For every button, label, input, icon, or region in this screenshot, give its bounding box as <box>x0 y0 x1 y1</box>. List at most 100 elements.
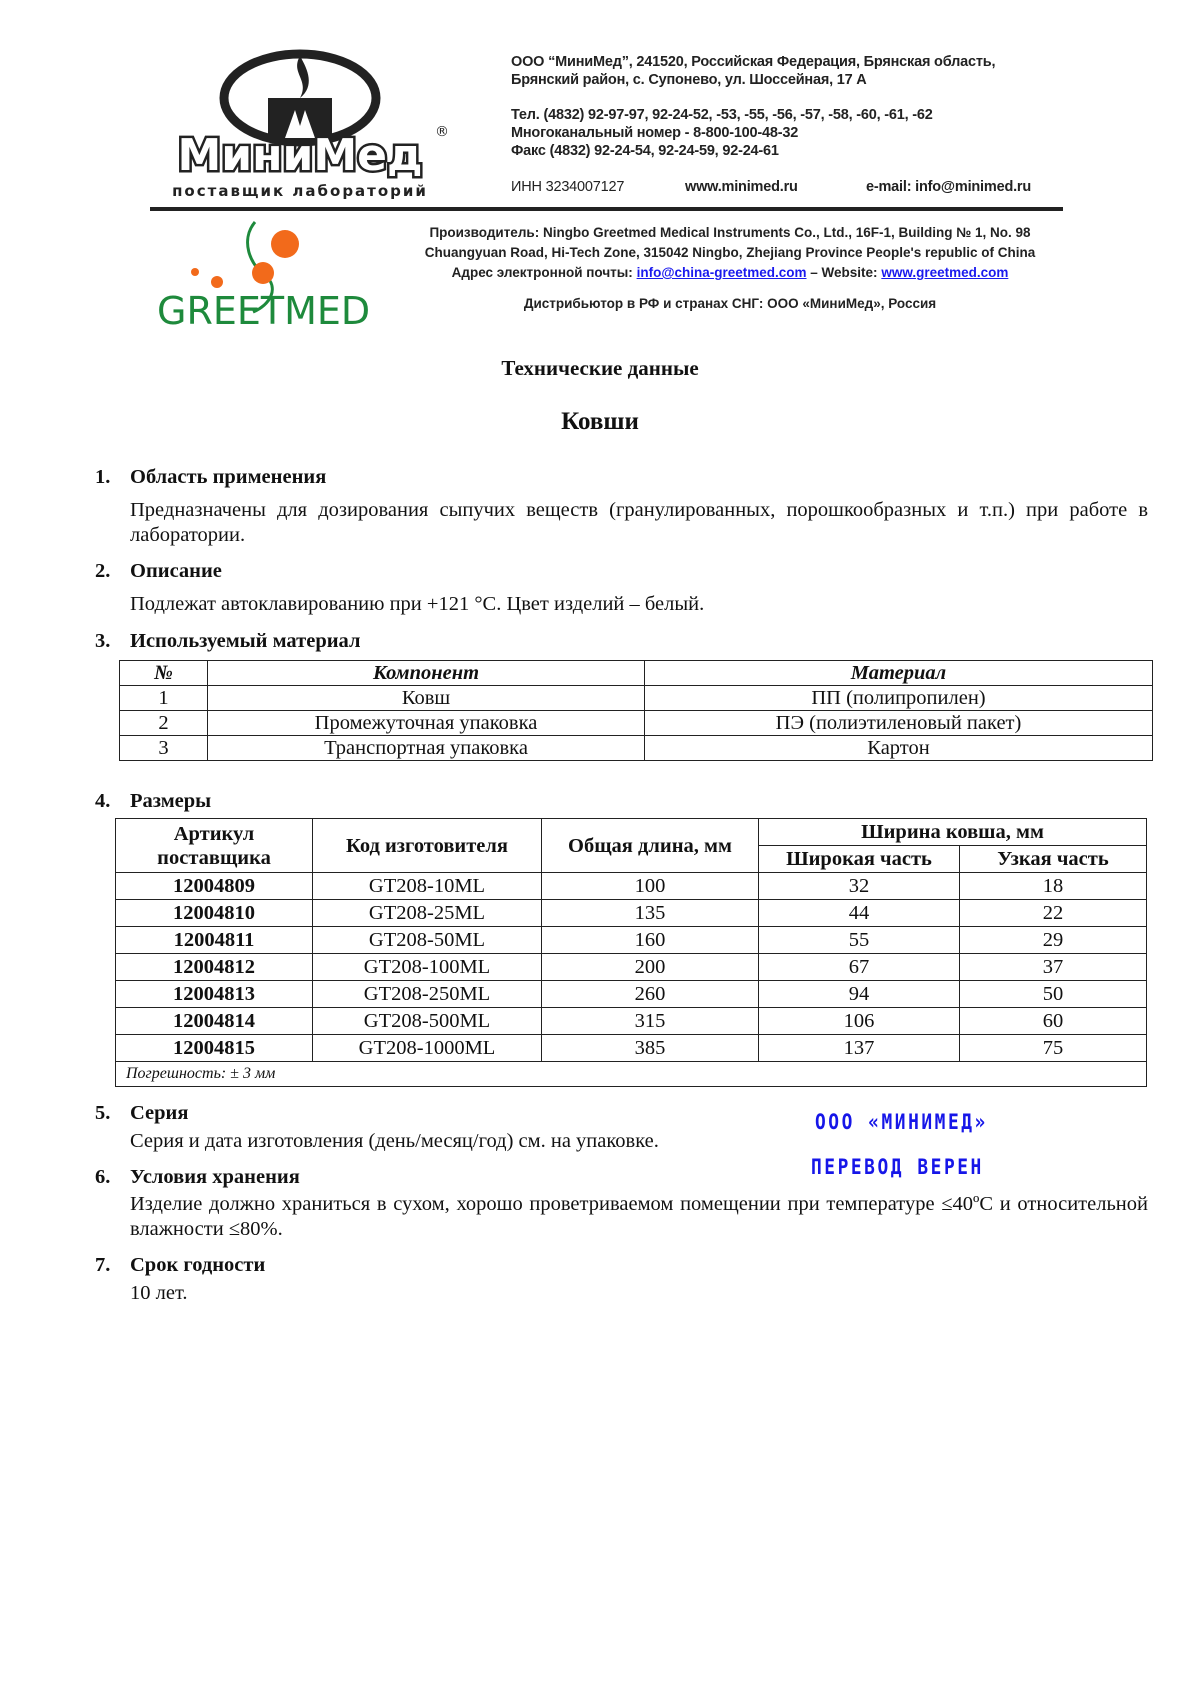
distributor: Дистрибьютор в РФ и странах СНГ: ООО «Ми… <box>523 296 937 311</box>
column-header-article: Артикул поставщика <box>115 818 313 873</box>
narrow-cell: 29 <box>959 926 1147 954</box>
cell: Ковш <box>207 685 645 711</box>
cell: Картон <box>644 735 1153 761</box>
length-cell: 385 <box>541 1034 759 1062</box>
section-text: Серия и дата изготовления (день/месяц/го… <box>130 1130 659 1152</box>
phone-line: Многоканальный номер - 8-800-100-48-32 <box>511 125 799 141</box>
wide-cell: 55 <box>758 926 960 954</box>
section-number: 3. <box>95 630 111 652</box>
wide-cell: 44 <box>758 899 960 927</box>
code-cell: GT208-250ML <box>312 980 542 1008</box>
table-row: 12004809 GT208-10ML 100 32 18 <box>115 872 1147 900</box>
code-cell: GT208-500ML <box>312 1007 542 1035</box>
section-text: 10 лет. <box>130 1282 188 1304</box>
section-number: 4. <box>95 790 111 812</box>
email-label: Адрес электронной почты: <box>451 265 633 280</box>
table-row: 12004814 GT208-500ML 315 106 60 <box>115 1007 1147 1035</box>
cell: ПП (полипропилен) <box>644 685 1153 711</box>
code-cell: GT208-50ML <box>312 926 542 954</box>
section-heading: 7. Срок годности <box>95 1254 265 1277</box>
cell: 2 <box>119 710 208 736</box>
tolerance-note: Погрешность: ± 3 мм <box>115 1061 1147 1087</box>
narrow-cell: 60 <box>959 1007 1147 1035</box>
table-row: 12004812 GT208-100ML 200 67 37 <box>115 953 1147 981</box>
section-number: 1. <box>95 466 111 488</box>
doc-subtitle: Технические данные <box>501 356 699 380</box>
table-row: 3 Транспортная упаковка Картон <box>119 735 1153 761</box>
code-cell: GT208-25ML <box>312 899 542 927</box>
section-title: Срок годности <box>130 1254 266 1276</box>
narrow-cell: 50 <box>959 980 1147 1008</box>
svg-text:®: ® <box>435 124 449 140</box>
column-header: № <box>119 660 208 686</box>
section-number: 7. <box>95 1254 111 1276</box>
table-header-row: № Компонент Материал <box>119 660 1153 686</box>
column-header: Материал <box>644 660 1153 686</box>
table-row: 12004810 GT208-25ML 135 44 22 <box>115 899 1147 927</box>
minimed-logo: МиниМед ® поставщик лабораторий <box>150 48 450 203</box>
section-number: 5. <box>95 1102 111 1124</box>
website-label: – Website: <box>810 265 878 280</box>
materials-table: № Компонент Материал 1 Ковш ПП (полипропил… <box>119 660 1153 761</box>
section-heading: 5. Серия <box>95 1102 188 1125</box>
website-link[interactable]: www.minimed.ru <box>685 179 798 195</box>
manufacturer-website-link[interactable]: www.greetmed.com <box>881 265 1009 280</box>
cell: ПЭ (полиэтиленовый пакет) <box>644 710 1153 736</box>
section-number: 2. <box>95 560 111 582</box>
manufacturer-contacts: Адрес электронной почты: info@china-gree… <box>400 263 1060 283</box>
stamp-line: ПЕРЕВОД ВЕРЕН <box>811 1155 984 1179</box>
table-row: 12004815 GT208-1000ML 385 137 75 <box>115 1034 1147 1062</box>
cell: Транспортная упаковка <box>207 735 645 761</box>
table-row: 12004811 GT208-50ML 160 55 29 <box>115 926 1147 954</box>
section-title: Область применения <box>130 466 327 488</box>
inn: ИНН 3234007127 <box>511 179 625 195</box>
table-header-row: Артикул поставщика Код изготовителя Обща… <box>115 818 1147 873</box>
manufacturer-line: Производитель: Ningbo Greetmed Medical I… <box>429 225 1031 240</box>
wide-cell: 32 <box>758 872 960 900</box>
length-cell: 160 <box>541 926 759 954</box>
section-title: Описание <box>130 560 222 582</box>
svg-text:МиниМед: МиниМед <box>177 130 422 181</box>
section-title: Условия хранения <box>130 1166 300 1188</box>
code-cell: GT208-100ML <box>312 953 542 981</box>
section-text: Предназначены для дозирования сыпучих ве… <box>130 499 1148 546</box>
section-title: Используемый материал <box>130 630 361 652</box>
fax-line: Факс (4832) 92-24-54, 92-24-59, 92-24-61 <box>511 143 779 159</box>
article-cell: 12004811 <box>115 926 313 954</box>
section-text: Изделие должно храниться в сухом, хорошо… <box>130 1193 1148 1240</box>
section-heading: 1. Область применения <box>95 466 326 489</box>
company-address: ООО “МиниМед”, 241520, Российская Федера… <box>511 53 995 89</box>
article-cell: 12004809 <box>115 872 313 900</box>
table-row: 1 Ковш ПП (полипропилен) <box>119 685 1153 711</box>
article-cell: 12004812 <box>115 953 313 981</box>
table-row: 2 Промежуточная упаковка ПЭ (полиэтиленовы… <box>119 710 1153 736</box>
manufacturer-email-link[interactable]: info@china-greetmed.com <box>636 265 807 280</box>
company-phones: Тел. (4832) 92-97-97, 92-24-52, -53, -55… <box>511 106 933 160</box>
section-heading: 3. Используемый материал <box>95 630 360 653</box>
code-cell: GT208-1000ML <box>312 1034 542 1062</box>
narrow-cell: 75 <box>959 1034 1147 1062</box>
cell: Промежуточная упаковка <box>207 710 645 736</box>
column-header-length: Общая длина, мм <box>541 818 759 873</box>
article-cell: 12004814 <box>115 1007 313 1035</box>
sizes-table: Артикул поставщика Код изготовителя Обща… <box>115 818 1147 1087</box>
narrow-cell: 37 <box>959 953 1147 981</box>
doc-title: Ковши <box>561 408 639 435</box>
email-link[interactable]: e-mail: info@minimed.ru <box>866 179 1032 195</box>
manufacturer-line: Chuangyuan Road, Hi-Tech Zone, 315042 Ni… <box>424 245 1036 260</box>
length-cell: 315 <box>541 1007 759 1035</box>
section-heading: 2. Описание <box>95 560 222 583</box>
length-cell: 200 <box>541 953 759 981</box>
tolerance-row: Погрешность: ± 3 мм <box>115 1061 1147 1087</box>
wide-cell: 67 <box>758 953 960 981</box>
section-title: Серия <box>130 1102 189 1124</box>
svg-text:GREETMED: GREETMED <box>157 289 370 330</box>
section-heading: 6. Условия хранения <box>95 1166 300 1189</box>
wide-cell: 137 <box>758 1034 960 1062</box>
svg-text:поставщик лабораторий: поставщик лабораторий <box>172 182 428 200</box>
section-number: 6. <box>95 1166 111 1188</box>
wide-cell: 94 <box>758 980 960 1008</box>
address-line: Брянский район, с. Супонево, ул. Шоссейн… <box>511 72 867 88</box>
stamp-line: ООО «МИНИМЕД» <box>815 1110 988 1134</box>
length-cell: 100 <box>541 872 759 900</box>
